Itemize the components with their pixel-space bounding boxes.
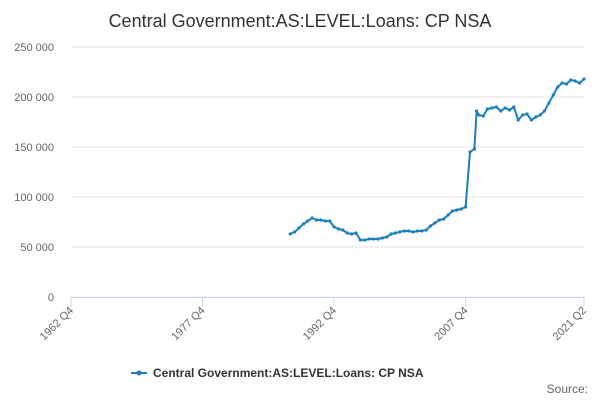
data-point [358, 238, 362, 242]
data-point [354, 231, 358, 235]
data-point [398, 230, 402, 234]
data-point [525, 112, 529, 116]
data-point [345, 231, 349, 235]
data-point [455, 208, 459, 212]
data-point [420, 229, 424, 233]
data-point [578, 81, 582, 85]
data-point [512, 105, 516, 109]
data-point [485, 107, 490, 111]
data-point [582, 77, 586, 81]
data-point [551, 93, 555, 97]
legend-label[interactable]: Central Government:AS:LEVEL:Loans: CP NS… [153, 366, 424, 380]
data-point [350, 232, 354, 236]
legend[interactable]: Central Government:AS:LEVEL:Loans: CP NS… [131, 366, 424, 380]
y-tick-label: 50 000 [20, 242, 54, 254]
data-point [402, 229, 406, 233]
data-point [301, 222, 305, 226]
data-point [310, 216, 314, 220]
data-point [376, 237, 380, 241]
data-point [293, 230, 297, 234]
data-point [428, 224, 433, 228]
data-point [494, 105, 498, 109]
data-point [332, 225, 336, 229]
source-label: Source: [547, 382, 588, 396]
data-point [556, 85, 560, 89]
data-point [411, 230, 415, 234]
data-point [424, 228, 428, 232]
y-tick-label: 250 000 [14, 42, 54, 54]
data-point [468, 150, 472, 154]
x-tick-label: 2007 Q4 [432, 305, 470, 343]
data-point [314, 218, 319, 222]
data-point [542, 109, 547, 113]
data-point [516, 118, 520, 122]
y-tick-label: 200 000 [14, 92, 54, 104]
data-point [503, 106, 507, 110]
x-tick-label: 2021 Q2 [551, 305, 589, 343]
series-line [289, 78, 585, 241]
data-point [306, 219, 310, 223]
data-point [297, 226, 301, 230]
data-point [499, 109, 503, 113]
x-tick-label: 1962 Q4 [38, 305, 76, 343]
data-point [560, 81, 564, 85]
data-point [341, 228, 345, 232]
x-tick-label: 1992 Q4 [301, 305, 339, 343]
y-axis: 0 50 000 100 000 150 000 200 000 250 000 [14, 42, 54, 304]
data-point [385, 235, 389, 239]
data-point [534, 115, 538, 119]
data-point [538, 113, 542, 117]
y-tick-label: 0 [48, 292, 54, 304]
x-tick-label: 1977 Q4 [169, 305, 207, 343]
data-point [363, 238, 367, 242]
legend-marker [136, 370, 142, 376]
y-tick-label: 150 000 [14, 142, 54, 154]
data-point [481, 114, 485, 118]
data-point [336, 227, 341, 231]
data-point [393, 231, 398, 235]
data-point [490, 106, 494, 110]
data-point [472, 147, 476, 151]
data-point [442, 217, 446, 221]
data-point [573, 79, 577, 83]
data-point [477, 113, 481, 117]
series-group [288, 77, 586, 242]
gridlines [71, 46, 584, 298]
data-point [569, 78, 573, 82]
data-point [450, 209, 455, 213]
data-point [433, 221, 437, 225]
data-point [459, 207, 463, 211]
x-axis: 1962 Q4 1977 Q4 1992 Q4 2007 Q4 2021 Q2 [38, 297, 589, 343]
data-point [446, 213, 450, 217]
data-point [389, 232, 393, 236]
data-point [564, 82, 569, 86]
data-point [371, 237, 376, 241]
data-point [464, 205, 468, 209]
data-point [319, 218, 323, 222]
data-point [367, 237, 371, 241]
data-point [323, 219, 327, 223]
data-point [547, 101, 551, 105]
chart-title: Central Government:AS:LEVEL:Loans: CP NS… [109, 11, 492, 31]
data-point [521, 113, 525, 117]
data-point [507, 108, 512, 112]
data-point [529, 118, 534, 122]
data-point [475, 109, 479, 113]
data-point [437, 218, 441, 222]
data-point [328, 219, 332, 223]
data-point [415, 229, 419, 233]
data-point [380, 236, 384, 240]
y-tick-label: 100 000 [14, 192, 54, 204]
data-point [288, 232, 292, 236]
data-point [407, 229, 411, 233]
